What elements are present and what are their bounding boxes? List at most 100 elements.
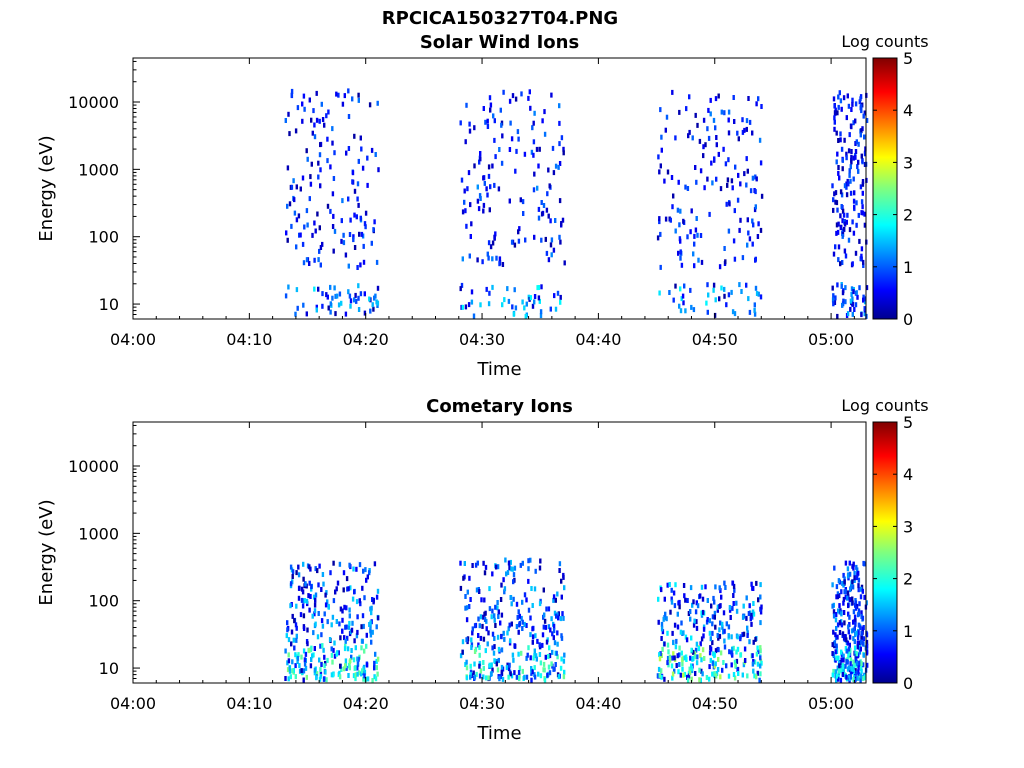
- heatmap-cell: [831, 672, 834, 678]
- heatmap-cell: [745, 282, 748, 288]
- heatmap-cell: [858, 660, 861, 666]
- heatmap-cell: [291, 613, 294, 619]
- heatmap-cell: [543, 677, 547, 683]
- heatmap-cell: [728, 201, 731, 207]
- heatmap-cell: [305, 583, 308, 589]
- heatmap-cell: [368, 102, 372, 108]
- heatmap-cell: [560, 221, 563, 226]
- heatmap-cell: [852, 155, 855, 161]
- heatmap-cell: [298, 668, 302, 674]
- heatmap-cell: [666, 660, 669, 666]
- heatmap-cell: [313, 608, 317, 614]
- heatmap-cell: [856, 612, 860, 618]
- heatmap-cell: [837, 578, 841, 584]
- heatmap-cell: [339, 606, 343, 612]
- heatmap-cell: [539, 313, 543, 319]
- heatmap-cell: [337, 302, 341, 308]
- heatmap-cell: [751, 218, 754, 224]
- heatmap-cell: [723, 580, 726, 586]
- heatmap-cell: [523, 621, 526, 627]
- heatmap-cell: [714, 648, 718, 654]
- heatmap-cell: [302, 677, 305, 683]
- heatmap-cell: [680, 620, 683, 626]
- heatmap-cell: [863, 299, 867, 305]
- heatmap-cell: [356, 181, 360, 187]
- heatmap-cell: [660, 147, 663, 153]
- heatmap-cell: [671, 630, 674, 636]
- heatmap-cell: [459, 286, 462, 292]
- heatmap-cell: [314, 566, 317, 572]
- heatmap-cell: [473, 674, 477, 680]
- heatmap-cell: [321, 291, 324, 297]
- heatmap-cell: [837, 655, 840, 661]
- heatmap-cell: [684, 308, 687, 314]
- heatmap-cell: [315, 304, 318, 310]
- heatmap-cell: [494, 623, 497, 628]
- heatmap-cell: [508, 662, 511, 668]
- heatmap-cell: [840, 622, 844, 628]
- heatmap-cell: [332, 213, 335, 219]
- heatmap-cell: [369, 308, 372, 314]
- heatmap-cell: [853, 570, 856, 576]
- heatmap-cell: [848, 227, 852, 233]
- heatmap-cell: [476, 257, 479, 263]
- heatmap-cell: [753, 207, 757, 213]
- heatmap-cell: [327, 305, 330, 311]
- heatmap-cell: [284, 648, 287, 654]
- heatmap-cell: [860, 586, 863, 592]
- heatmap-cell: [851, 101, 854, 107]
- heatmap-cell: [319, 262, 322, 268]
- heatmap-cell: [755, 291, 759, 296]
- heatmap-cell: [302, 648, 306, 654]
- heatmap-cell: [303, 598, 306, 603]
- heatmap-cell: [492, 113, 495, 119]
- heatmap-cell: [355, 633, 359, 639]
- heatmap-cell: [755, 651, 759, 657]
- heatmap-cell: [673, 622, 677, 628]
- heatmap-cell: [553, 610, 557, 616]
- heatmap-cell: [362, 623, 365, 629]
- heatmap-cell: [375, 299, 378, 305]
- heatmap-cell: [541, 118, 544, 124]
- heatmap-cell: [554, 218, 557, 223]
- heatmap-cell: [733, 675, 737, 681]
- heatmap-cell: [478, 623, 481, 629]
- heatmap-cell: [515, 601, 519, 607]
- heatmap-cell: [368, 296, 371, 302]
- heatmap-cell: [751, 585, 754, 591]
- heatmap-cell: [707, 292, 710, 298]
- heatmap-cell: [667, 649, 670, 655]
- heatmap-cell: [849, 657, 853, 663]
- heatmap-cell: [840, 649, 843, 655]
- heatmap-cell: [550, 616, 553, 622]
- heatmap-cell: [328, 637, 332, 642]
- heatmap-cell: [473, 661, 476, 667]
- heatmap-cell: [329, 164, 332, 170]
- heatmap-cell: [860, 108, 863, 114]
- heatmap-cell: [855, 651, 858, 657]
- colorbar-tick-label: 4: [903, 465, 913, 484]
- heatmap-cell: [559, 239, 562, 245]
- heatmap-cell: [307, 593, 310, 599]
- heatmap-cell: [525, 674, 529, 680]
- heatmap-cell: [697, 257, 700, 263]
- heatmap-cell: [374, 676, 378, 682]
- heatmap-cell: [841, 672, 845, 677]
- heatmap-cell: [536, 185, 539, 191]
- heatmap-cell: [835, 673, 839, 679]
- heatmap-cell: [325, 677, 328, 683]
- heatmap-cell: [693, 651, 697, 657]
- heatmap-cell: [488, 207, 491, 213]
- heatmap-cell: [531, 603, 534, 608]
- heatmap-cell: [304, 651, 308, 657]
- heatmap-cell: [716, 633, 719, 638]
- heatmap-cell: [349, 217, 352, 223]
- heatmap-cell: [304, 665, 308, 671]
- heatmap-cell: [499, 674, 503, 680]
- heatmap-cell: [512, 596, 515, 602]
- heatmap-cell: [857, 669, 860, 675]
- heatmap-cell: [293, 197, 296, 203]
- heatmap-cell: [491, 571, 494, 577]
- heatmap-cell: [510, 239, 514, 245]
- heatmap-cell: [759, 582, 762, 588]
